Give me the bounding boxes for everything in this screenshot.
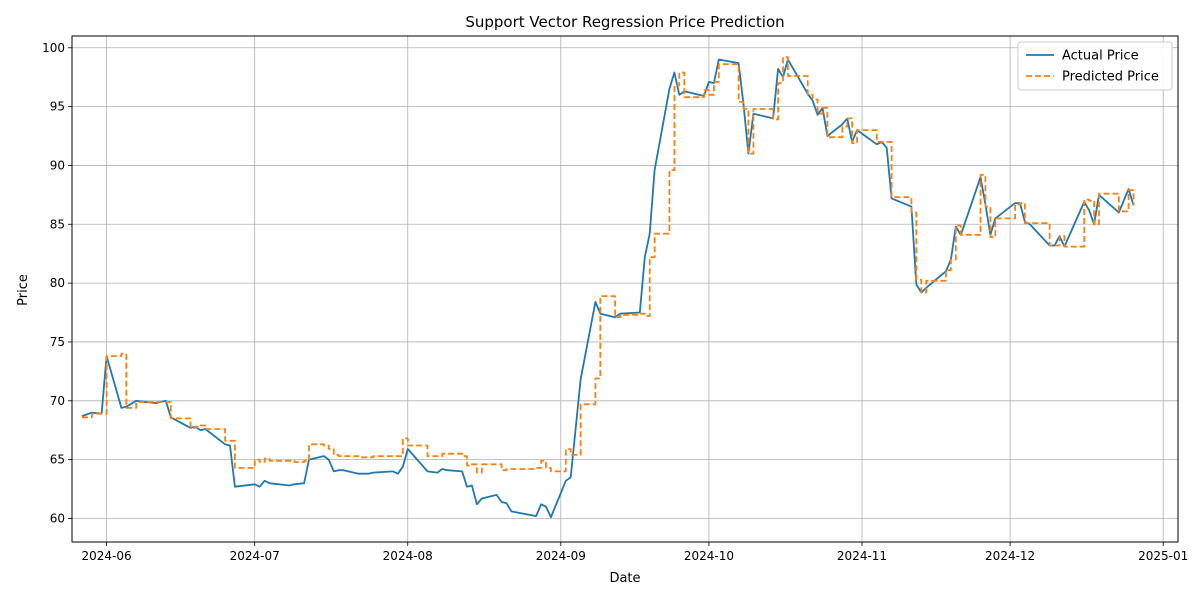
x-tick-label: 2024-12 xyxy=(985,549,1035,563)
plot-frame xyxy=(71,35,1179,543)
x-tick-label: 2024-10 xyxy=(684,549,734,563)
chart-title: Support Vector Regression Price Predicti… xyxy=(465,13,784,31)
legend-entry-label: Actual Price xyxy=(1062,49,1139,64)
series-line-predicted-price xyxy=(81,56,1135,474)
x-tick-label: 2024-07 xyxy=(230,549,280,563)
y-tick-label: 95 xyxy=(50,100,65,114)
plot-area xyxy=(81,56,1135,519)
legend: Actual Price Predicted Price xyxy=(1017,41,1173,91)
x-tick-label: 2025-01 xyxy=(1138,549,1188,563)
x-axis-label: Date xyxy=(609,571,640,586)
axes-ticks: 2024-06 2024-07 2024-08 2024-09 2024-10 2024-… xyxy=(42,41,1188,563)
y-tick-label: 75 xyxy=(50,335,65,349)
series-line-actual-price xyxy=(81,58,1135,519)
x-tick-label: 2024-08 xyxy=(383,549,433,563)
y-axis-label: Price xyxy=(16,274,31,306)
y-tick-label: 100 xyxy=(42,41,65,55)
y-tick-label: 90 xyxy=(50,158,65,172)
y-tick-label: 65 xyxy=(50,453,65,467)
y-tick-label: 85 xyxy=(50,217,65,231)
x-tick-label: 2024-06 xyxy=(81,549,131,563)
y-tick-label: 80 xyxy=(50,276,65,290)
grid xyxy=(72,36,1178,542)
legend-box xyxy=(1017,41,1173,91)
x-tick-label: 2024-11 xyxy=(837,549,887,563)
x-tick-label: 2024-09 xyxy=(536,549,586,563)
legend-entry-label: Predicted Price xyxy=(1062,70,1159,85)
y-tick-label: 70 xyxy=(50,394,65,408)
y-tick-label: 60 xyxy=(50,511,65,525)
